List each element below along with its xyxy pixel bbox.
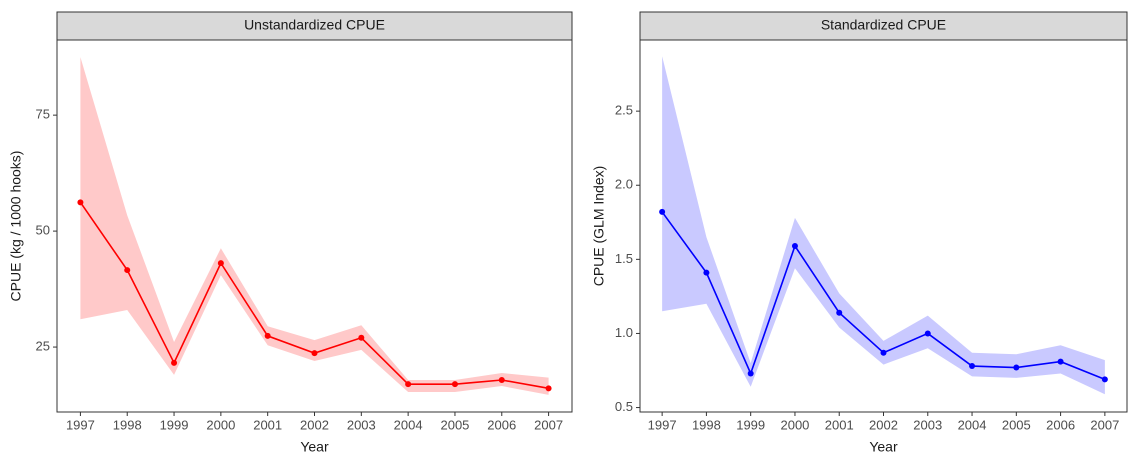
y-tick-label: 25 bbox=[36, 338, 50, 353]
x-tick-label: 2003 bbox=[347, 417, 376, 432]
x-tick-label: 1998 bbox=[113, 417, 142, 432]
point bbox=[1013, 364, 1020, 371]
y-tick-label: 1.0 bbox=[615, 325, 633, 340]
x-tick-label: 2002 bbox=[869, 417, 898, 432]
x-tick-label: 2006 bbox=[487, 417, 516, 432]
x-tick-label: 2000 bbox=[780, 417, 809, 432]
x-tick-label: 2001 bbox=[825, 417, 854, 432]
x-tick-label: 2007 bbox=[534, 417, 563, 432]
y-tick-label: 75 bbox=[36, 107, 50, 122]
confidence-band bbox=[80, 57, 549, 395]
point bbox=[924, 330, 931, 337]
point bbox=[545, 385, 552, 392]
y-tick-label: 1.5 bbox=[615, 251, 633, 266]
panel-border bbox=[56, 39, 573, 413]
y-tick-label: 2.0 bbox=[615, 177, 633, 192]
point bbox=[498, 376, 505, 383]
x-tick-label: 1997 bbox=[648, 417, 677, 432]
point bbox=[405, 381, 412, 388]
strip-title: Unstandardized CPUE bbox=[244, 17, 385, 33]
strip bbox=[56, 11, 573, 41]
confidence-band bbox=[662, 56, 1105, 395]
y-tick-label: 50 bbox=[36, 223, 50, 238]
point bbox=[217, 260, 224, 267]
point bbox=[969, 363, 976, 370]
y-axis-title: CPUE (GLM Index) bbox=[591, 166, 607, 287]
y-tick-label: 2.5 bbox=[615, 103, 633, 118]
x-tick-label: 2006 bbox=[1046, 417, 1075, 432]
point bbox=[659, 208, 666, 215]
point bbox=[703, 269, 710, 276]
x-tick-label: 2004 bbox=[394, 417, 423, 432]
x-tick-label: 2004 bbox=[958, 417, 987, 432]
point bbox=[880, 349, 887, 356]
x-axis-title: Year bbox=[869, 439, 898, 455]
point bbox=[451, 381, 458, 388]
x-tick-label: 1997 bbox=[66, 417, 95, 432]
x-tick-label: 2007 bbox=[1090, 417, 1119, 432]
x-tick-label: 2001 bbox=[253, 417, 282, 432]
panel-border bbox=[639, 39, 1128, 413]
y-tick-label: 0.5 bbox=[615, 399, 633, 414]
point bbox=[1101, 376, 1108, 383]
point bbox=[747, 370, 754, 377]
point bbox=[264, 332, 271, 339]
x-tick-label: 1999 bbox=[736, 417, 765, 432]
strip-title: Standardized CPUE bbox=[821, 17, 946, 33]
x-tick-label: 2000 bbox=[206, 417, 235, 432]
point bbox=[124, 267, 131, 274]
point bbox=[791, 243, 798, 250]
x-tick-label: 2003 bbox=[913, 417, 942, 432]
x-tick-label: 1998 bbox=[692, 417, 721, 432]
x-tick-label: 2005 bbox=[440, 417, 469, 432]
x-axis-title: Year bbox=[300, 439, 329, 455]
point bbox=[836, 309, 843, 316]
point bbox=[171, 359, 178, 366]
point bbox=[311, 350, 318, 357]
y-axis-title: CPUE (kg / 1000 hooks) bbox=[8, 151, 24, 302]
point bbox=[77, 199, 84, 206]
point bbox=[358, 334, 365, 341]
x-tick-label: 2002 bbox=[300, 417, 329, 432]
x-tick-label: 2005 bbox=[1002, 417, 1031, 432]
point bbox=[1057, 358, 1064, 365]
x-tick-label: 1999 bbox=[160, 417, 189, 432]
strip bbox=[639, 11, 1128, 41]
